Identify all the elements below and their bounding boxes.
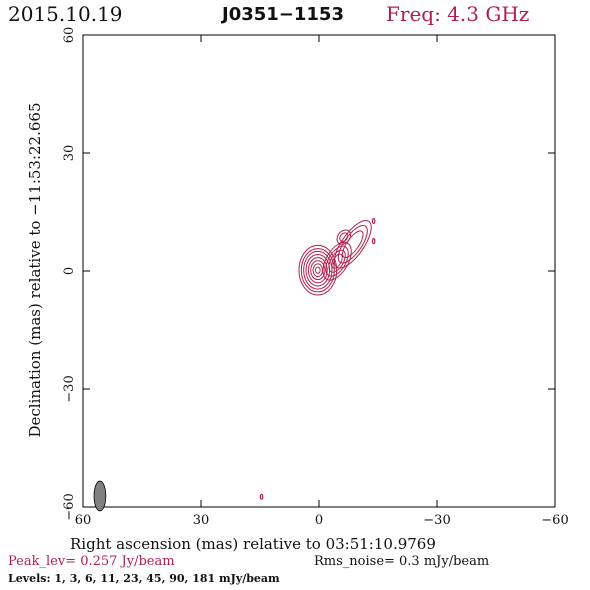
contour-levels: Levels: 1, 3, 6, 11, 23, 45, 90, 181 mJy… bbox=[8, 572, 280, 585]
y-tick-label: −30 bbox=[62, 375, 77, 402]
x-tick-label: −30 bbox=[423, 513, 450, 528]
contour-jet-1 bbox=[325, 245, 349, 277]
x-tick-label: 60 bbox=[75, 513, 92, 528]
contour-jet-1 bbox=[331, 253, 343, 269]
y-tick-label: 60 bbox=[62, 27, 77, 44]
y-axis-label: Declination (mas) relative to −11:53:22.… bbox=[26, 102, 44, 438]
contour-core bbox=[298, 244, 338, 296]
frequency-label: Freq: 4.3 GHz bbox=[386, 2, 530, 26]
axis-ticks bbox=[82, 34, 556, 508]
contour-jet-1 bbox=[328, 249, 346, 273]
peak-level: Peak_lev= 0.257 Jy/beam bbox=[8, 554, 175, 569]
contour-lines bbox=[259, 218, 376, 500]
contour-jet-2 bbox=[333, 220, 372, 269]
contour-jet-1 bbox=[322, 241, 352, 281]
contour-core bbox=[307, 257, 328, 284]
x-tick-label: −60 bbox=[541, 513, 568, 528]
rms-noise: Rms_noise= 0.3 mJy/beam bbox=[314, 554, 490, 569]
contour-core bbox=[314, 266, 321, 274]
x-axis-label: Right ascension (mas) relative to 03:51:… bbox=[70, 535, 436, 553]
y-tick-label: −60 bbox=[62, 493, 77, 520]
contour-core bbox=[303, 250, 333, 290]
y-tick-label: 30 bbox=[62, 145, 77, 162]
beam-ellipse-group bbox=[93, 480, 107, 512]
x-tick-label: 30 bbox=[193, 513, 210, 528]
contour-island bbox=[371, 218, 376, 225]
observation-date: 2015.10.19 bbox=[8, 2, 123, 26]
source-name: J0351−1153 bbox=[222, 4, 344, 25]
contour-island bbox=[371, 238, 376, 245]
contour-core bbox=[312, 263, 324, 278]
contour-jet-2 bbox=[337, 225, 368, 264]
y-tick-label: 0 bbox=[62, 267, 77, 275]
plot-frame bbox=[82, 34, 556, 508]
contour-core bbox=[310, 260, 326, 281]
x-tick-label: 0 bbox=[315, 513, 323, 528]
contour-island bbox=[259, 493, 264, 500]
contour-core bbox=[300, 248, 335, 293]
contour-jet-3 bbox=[339, 232, 349, 242]
contour-jet-3 bbox=[336, 229, 352, 245]
beam-ellipse bbox=[93, 480, 107, 512]
